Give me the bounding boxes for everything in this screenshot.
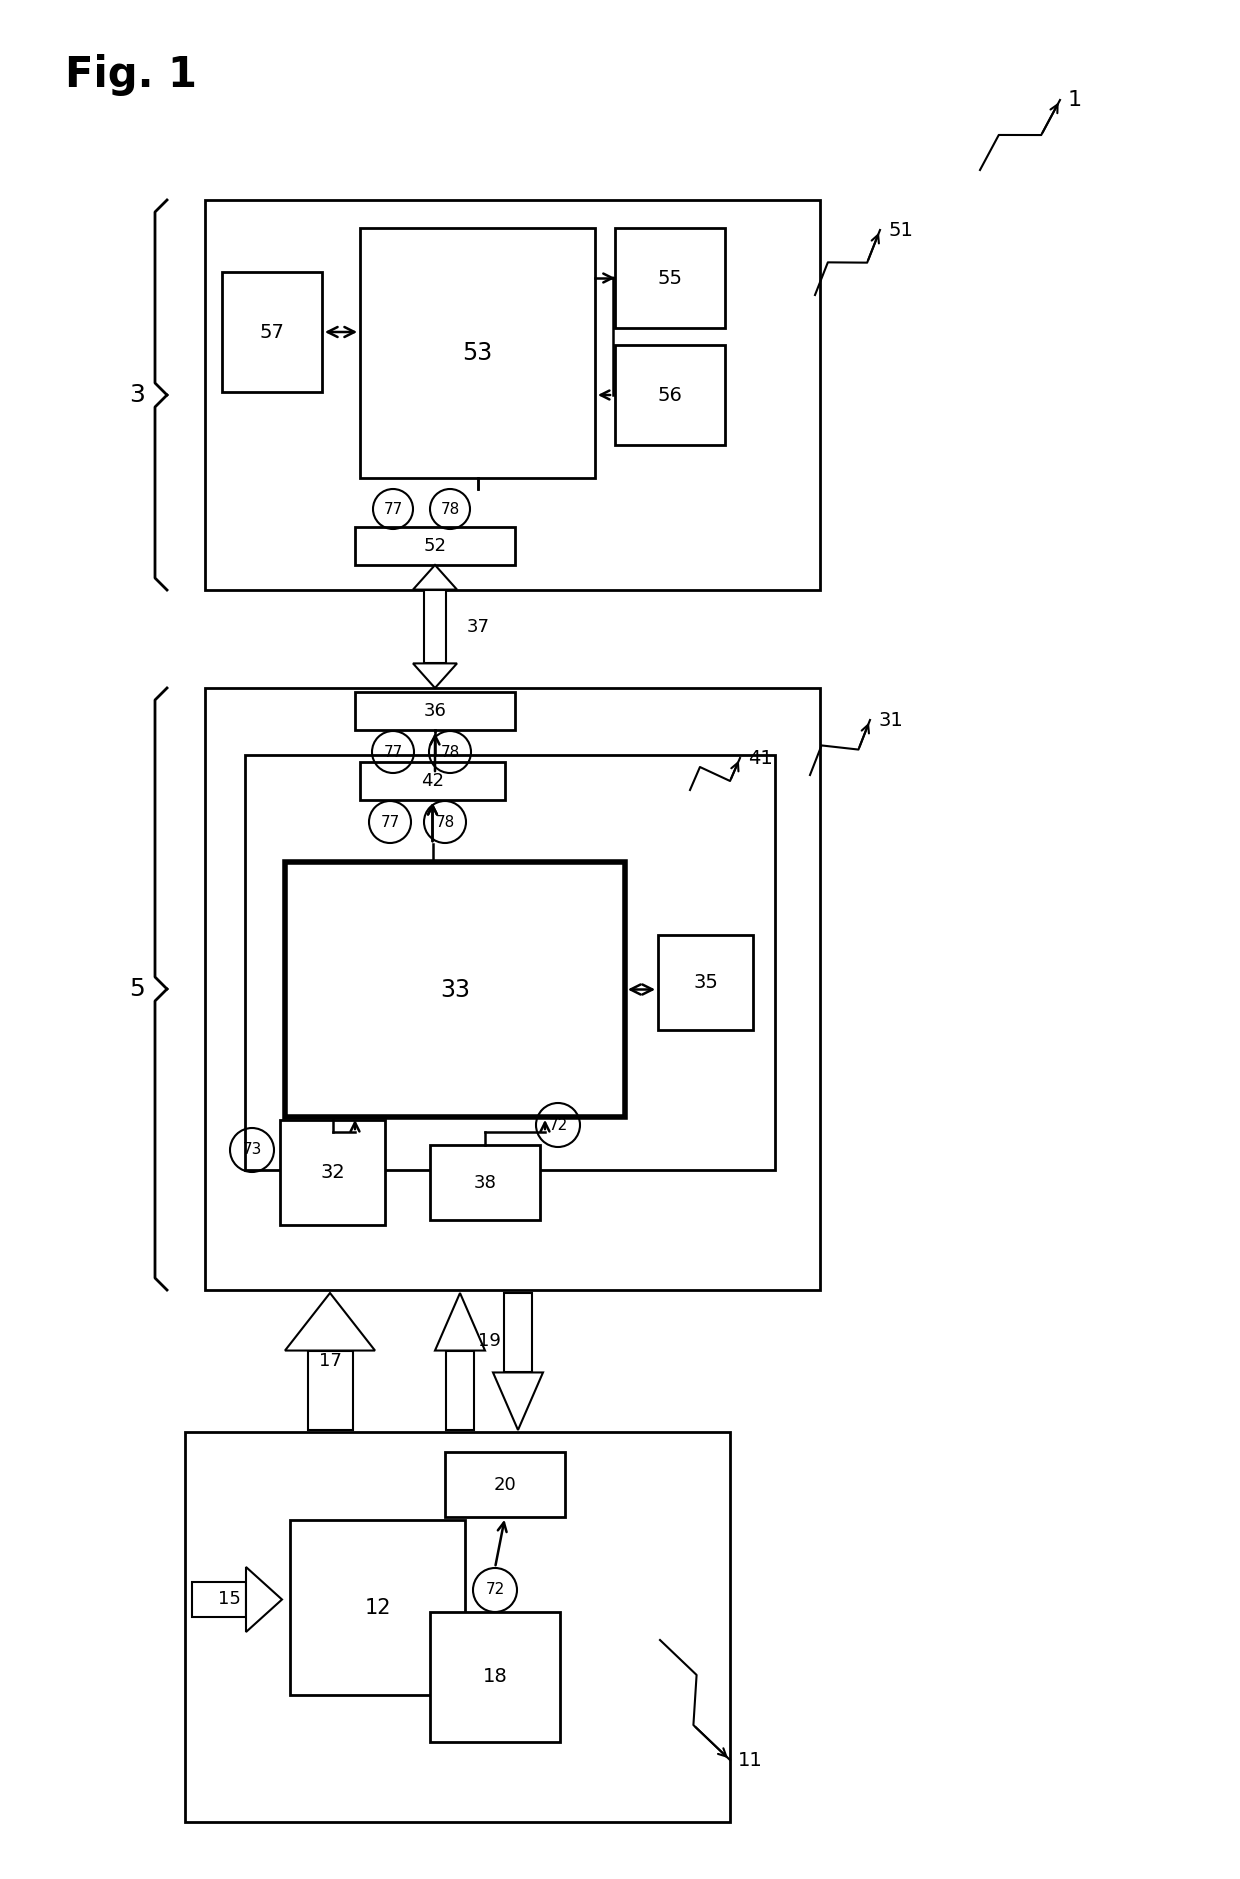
Bar bbox=[290, 1520, 465, 1695]
Bar bbox=[445, 1452, 565, 1516]
Text: 18: 18 bbox=[482, 1667, 507, 1687]
Text: 78: 78 bbox=[440, 502, 460, 517]
Bar bbox=[280, 1120, 384, 1225]
Polygon shape bbox=[435, 1293, 485, 1351]
Text: 42: 42 bbox=[422, 772, 444, 789]
Bar bbox=[355, 691, 515, 731]
Text: 36: 36 bbox=[424, 703, 446, 720]
Text: 12: 12 bbox=[365, 1597, 391, 1618]
Text: 77: 77 bbox=[381, 814, 399, 829]
Bar bbox=[360, 763, 505, 800]
Text: 72: 72 bbox=[485, 1582, 505, 1597]
Bar bbox=[615, 227, 725, 329]
Polygon shape bbox=[285, 1293, 374, 1351]
Text: 3: 3 bbox=[129, 383, 145, 408]
Bar bbox=[308, 1351, 352, 1430]
Bar bbox=[430, 1612, 560, 1742]
Text: 53: 53 bbox=[463, 340, 492, 365]
Polygon shape bbox=[246, 1567, 281, 1633]
Polygon shape bbox=[413, 663, 458, 688]
Bar bbox=[360, 227, 595, 477]
Text: 37: 37 bbox=[467, 618, 490, 635]
Text: 77: 77 bbox=[383, 502, 403, 517]
Text: 52: 52 bbox=[424, 537, 446, 554]
Bar bbox=[430, 1144, 539, 1219]
Text: Fig. 1: Fig. 1 bbox=[64, 54, 197, 96]
Text: 1: 1 bbox=[1068, 90, 1083, 111]
Bar bbox=[222, 272, 322, 393]
Text: 57: 57 bbox=[259, 323, 284, 342]
Text: 55: 55 bbox=[657, 269, 682, 287]
Text: 78: 78 bbox=[440, 744, 460, 759]
Text: 20: 20 bbox=[494, 1475, 516, 1494]
Bar bbox=[205, 199, 820, 590]
Bar bbox=[658, 936, 753, 1030]
Bar bbox=[355, 526, 515, 566]
Text: 15: 15 bbox=[217, 1590, 241, 1608]
Text: 11: 11 bbox=[738, 1751, 763, 1770]
Polygon shape bbox=[413, 566, 458, 590]
Text: 19: 19 bbox=[477, 1332, 501, 1349]
Text: 41: 41 bbox=[748, 748, 773, 767]
Text: 17: 17 bbox=[319, 1353, 341, 1370]
Text: 78: 78 bbox=[435, 814, 455, 829]
Text: 56: 56 bbox=[657, 385, 682, 404]
Bar bbox=[205, 688, 820, 1291]
Bar bbox=[246, 755, 775, 1171]
Bar bbox=[446, 1351, 474, 1430]
Text: 77: 77 bbox=[383, 744, 403, 759]
Text: 51: 51 bbox=[888, 220, 913, 239]
Bar bbox=[505, 1293, 532, 1372]
Text: 5: 5 bbox=[129, 977, 145, 1002]
Text: 31: 31 bbox=[878, 710, 903, 729]
Text: 72: 72 bbox=[548, 1118, 568, 1133]
Bar bbox=[424, 590, 446, 663]
Text: 35: 35 bbox=[693, 973, 718, 992]
Bar bbox=[192, 1582, 246, 1618]
Text: 38: 38 bbox=[474, 1174, 496, 1191]
Bar bbox=[615, 346, 725, 445]
Text: 73: 73 bbox=[242, 1142, 262, 1157]
Text: 33: 33 bbox=[440, 977, 470, 1002]
Polygon shape bbox=[494, 1372, 543, 1430]
Text: 32: 32 bbox=[320, 1163, 345, 1182]
Bar bbox=[285, 862, 625, 1116]
Bar bbox=[185, 1432, 730, 1823]
